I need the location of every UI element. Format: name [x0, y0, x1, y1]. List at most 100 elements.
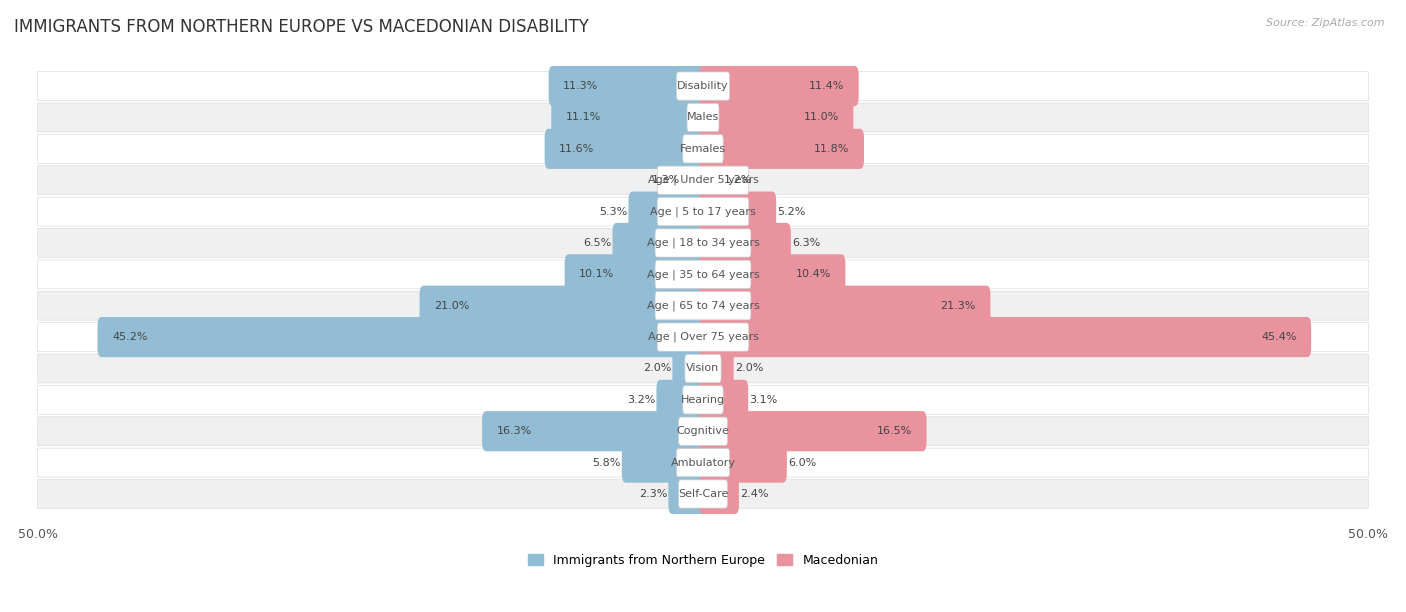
Text: Hearing: Hearing [681, 395, 725, 405]
Text: Age | Over 75 years: Age | Over 75 years [648, 332, 758, 342]
Text: Vision: Vision [686, 364, 720, 373]
FancyBboxPatch shape [621, 442, 707, 483]
Text: 45.2%: 45.2% [112, 332, 148, 342]
Text: Age | 65 to 74 years: Age | 65 to 74 years [647, 300, 759, 311]
FancyBboxPatch shape [699, 411, 927, 451]
FancyBboxPatch shape [565, 254, 707, 294]
Text: Males: Males [688, 113, 718, 122]
Legend: Immigrants from Northern Europe, Macedonian: Immigrants from Northern Europe, Macedon… [523, 549, 883, 572]
FancyBboxPatch shape [655, 260, 751, 288]
Text: 21.3%: 21.3% [941, 300, 976, 311]
FancyBboxPatch shape [699, 442, 787, 483]
Text: IMMIGRANTS FROM NORTHERN EUROPE VS MACEDONIAN DISABILITY: IMMIGRANTS FROM NORTHERN EUROPE VS MACED… [14, 18, 589, 36]
FancyBboxPatch shape [699, 474, 740, 514]
FancyBboxPatch shape [38, 448, 1368, 477]
Text: 2.4%: 2.4% [741, 489, 769, 499]
Text: 11.1%: 11.1% [567, 113, 602, 122]
Text: 2.3%: 2.3% [638, 489, 666, 499]
FancyBboxPatch shape [655, 291, 751, 320]
FancyBboxPatch shape [38, 323, 1368, 351]
Text: 5.3%: 5.3% [599, 207, 627, 217]
FancyBboxPatch shape [699, 160, 723, 200]
FancyBboxPatch shape [672, 348, 707, 389]
FancyBboxPatch shape [38, 72, 1368, 100]
FancyBboxPatch shape [38, 480, 1368, 509]
Text: 10.1%: 10.1% [579, 269, 614, 279]
Text: 11.0%: 11.0% [803, 113, 839, 122]
FancyBboxPatch shape [699, 286, 990, 326]
FancyBboxPatch shape [657, 323, 749, 351]
FancyBboxPatch shape [699, 348, 734, 389]
FancyBboxPatch shape [676, 449, 730, 477]
Text: 11.3%: 11.3% [564, 81, 599, 91]
FancyBboxPatch shape [38, 417, 1368, 446]
Text: 1.2%: 1.2% [724, 175, 752, 185]
FancyBboxPatch shape [683, 386, 723, 414]
FancyBboxPatch shape [38, 228, 1368, 258]
Text: 6.5%: 6.5% [583, 238, 612, 248]
Text: 5.2%: 5.2% [778, 207, 806, 217]
FancyBboxPatch shape [482, 411, 707, 451]
FancyBboxPatch shape [699, 223, 790, 263]
Text: 21.0%: 21.0% [434, 300, 470, 311]
FancyBboxPatch shape [38, 197, 1368, 226]
Text: 2.0%: 2.0% [643, 364, 671, 373]
FancyBboxPatch shape [38, 103, 1368, 132]
FancyBboxPatch shape [38, 291, 1368, 320]
Text: 6.0%: 6.0% [789, 458, 817, 468]
Text: 11.4%: 11.4% [808, 81, 844, 91]
Text: 10.4%: 10.4% [796, 269, 831, 279]
Text: Ambulatory: Ambulatory [671, 458, 735, 468]
FancyBboxPatch shape [419, 286, 707, 326]
FancyBboxPatch shape [676, 72, 730, 100]
FancyBboxPatch shape [699, 254, 845, 294]
FancyBboxPatch shape [688, 103, 718, 132]
Text: 5.8%: 5.8% [592, 458, 620, 468]
Text: Self-Care: Self-Care [678, 489, 728, 499]
Text: 2.0%: 2.0% [735, 364, 763, 373]
FancyBboxPatch shape [544, 129, 707, 169]
FancyBboxPatch shape [685, 354, 721, 382]
Text: 11.8%: 11.8% [814, 144, 849, 154]
FancyBboxPatch shape [657, 166, 749, 195]
Text: 45.4%: 45.4% [1261, 332, 1296, 342]
FancyBboxPatch shape [657, 198, 749, 226]
Text: 11.6%: 11.6% [560, 144, 595, 154]
FancyBboxPatch shape [679, 417, 727, 446]
FancyBboxPatch shape [628, 192, 707, 232]
Text: Females: Females [681, 144, 725, 154]
Text: Age | 5 to 17 years: Age | 5 to 17 years [650, 206, 756, 217]
Text: Cognitive: Cognitive [676, 426, 730, 436]
FancyBboxPatch shape [679, 480, 727, 508]
Text: Disability: Disability [678, 81, 728, 91]
Text: 16.3%: 16.3% [496, 426, 531, 436]
FancyBboxPatch shape [38, 135, 1368, 163]
FancyBboxPatch shape [38, 166, 1368, 195]
FancyBboxPatch shape [613, 223, 707, 263]
FancyBboxPatch shape [699, 97, 853, 138]
FancyBboxPatch shape [699, 192, 776, 232]
FancyBboxPatch shape [655, 229, 751, 257]
FancyBboxPatch shape [548, 66, 707, 106]
Text: 6.3%: 6.3% [792, 238, 821, 248]
Text: Age | Under 5 years: Age | Under 5 years [648, 175, 758, 185]
Text: Age | 18 to 34 years: Age | 18 to 34 years [647, 237, 759, 248]
FancyBboxPatch shape [699, 380, 748, 420]
FancyBboxPatch shape [699, 66, 859, 106]
FancyBboxPatch shape [38, 386, 1368, 414]
FancyBboxPatch shape [657, 380, 707, 420]
Text: 3.1%: 3.1% [749, 395, 778, 405]
FancyBboxPatch shape [682, 160, 707, 200]
FancyBboxPatch shape [551, 97, 707, 138]
FancyBboxPatch shape [683, 135, 723, 163]
FancyBboxPatch shape [699, 317, 1312, 357]
FancyBboxPatch shape [97, 317, 707, 357]
Text: Age | 35 to 64 years: Age | 35 to 64 years [647, 269, 759, 280]
FancyBboxPatch shape [699, 129, 865, 169]
Text: 16.5%: 16.5% [877, 426, 912, 436]
Text: 3.2%: 3.2% [627, 395, 655, 405]
Text: Source: ZipAtlas.com: Source: ZipAtlas.com [1267, 18, 1385, 28]
FancyBboxPatch shape [38, 354, 1368, 383]
Text: 1.3%: 1.3% [652, 175, 681, 185]
FancyBboxPatch shape [668, 474, 707, 514]
